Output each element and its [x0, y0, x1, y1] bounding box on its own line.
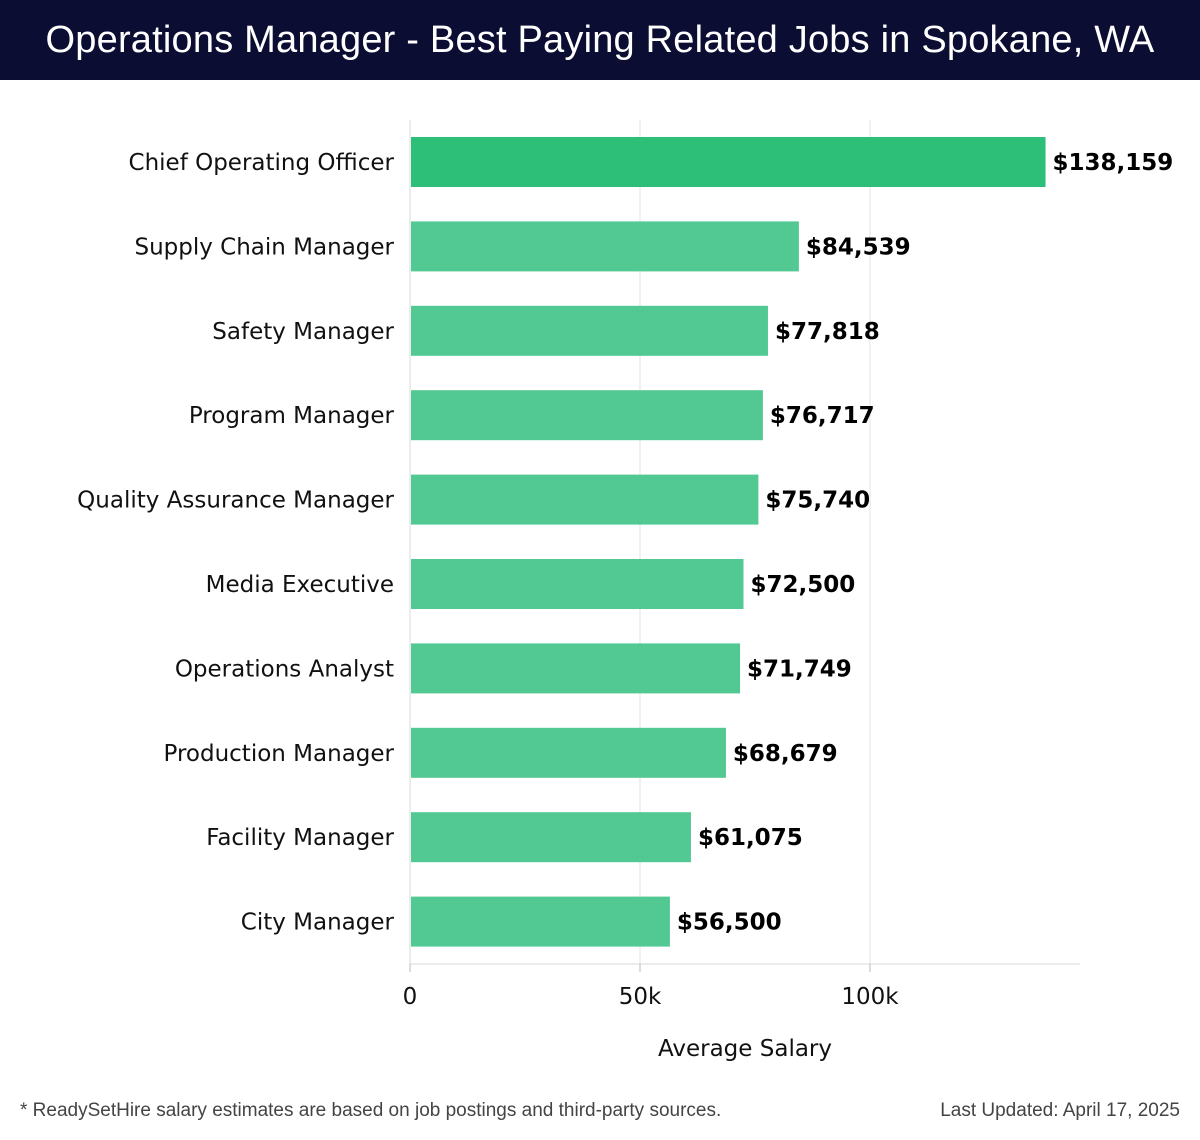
bar — [411, 221, 799, 272]
bar — [411, 390, 763, 441]
chart-title: Operations Manager - Best Paying Related… — [45, 18, 1155, 61]
bar — [411, 896, 670, 947]
data-label: $75,740 — [765, 488, 870, 514]
category-label: Production Manager — [164, 741, 395, 767]
bar — [411, 727, 726, 778]
data-label: $56,500 — [677, 910, 782, 936]
last-updated: Last Updated: April 17, 2025 — [940, 1100, 1180, 1121]
bar — [411, 305, 768, 356]
bar — [411, 474, 759, 525]
category-label: City Manager — [241, 910, 395, 936]
category-label: Facility Manager — [206, 825, 394, 851]
category-label: Operations Analyst — [175, 656, 394, 682]
data-label: $71,749 — [747, 656, 852, 682]
x-axis-title: Average Salary — [658, 1036, 832, 1062]
category-label: Supply Chain Manager — [134, 234, 394, 260]
bar — [411, 812, 691, 863]
category-label: Media Executive — [206, 572, 394, 598]
bar — [411, 559, 744, 609]
x-tick-label: 0 — [403, 984, 418, 1010]
x-tick-label: 50k — [619, 984, 662, 1010]
bar — [411, 137, 1046, 187]
data-label: $72,500 — [751, 572, 856, 598]
data-label: $84,539 — [806, 234, 911, 260]
chart-header: Operations Manager - Best Paying Related… — [0, 0, 1200, 80]
data-label: $68,679 — [733, 741, 838, 767]
category-label: Program Manager — [189, 403, 395, 429]
data-label: $77,818 — [775, 319, 880, 345]
x-tick-label: 100k — [841, 984, 899, 1010]
category-label: Chief Operating Officer — [129, 150, 395, 176]
bar-chart: Chief Operating Officer $138,159 Supply Ch… — [77, 120, 1174, 1062]
bar — [411, 643, 741, 694]
category-label: Quality Assurance Manager — [77, 488, 394, 514]
data-label: $138,159 — [1053, 150, 1174, 176]
data-label: $76,717 — [770, 403, 875, 429]
data-label: $61,075 — [698, 825, 803, 851]
footer-note: * ReadySetHire salary estimates are base… — [20, 1100, 722, 1121]
category-label: Safety Manager — [212, 319, 394, 345]
